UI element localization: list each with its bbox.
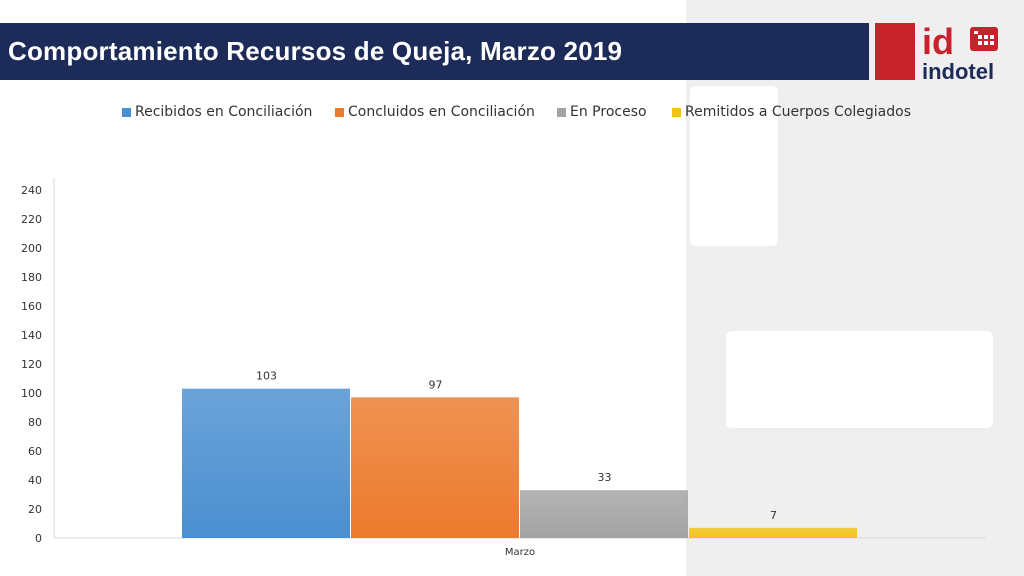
bar-chart: 0 20 40 60 80 100 120 140 160 180 200 220 240 Marzo 1… [21, 178, 986, 558]
bar [520, 490, 688, 538]
legend-swatch [122, 107, 131, 117]
legend-label: En Proceso [570, 104, 647, 120]
y-tick-label: 20 [28, 503, 42, 516]
page-title: Comportamiento Recursos de Queja, Marzo … [8, 36, 623, 66]
indotel-logo: id indotel [922, 23, 998, 83]
title-bar [0, 23, 869, 80]
bar [689, 527, 857, 538]
data-label: 7 [770, 509, 777, 522]
chart-legend: Recibidos en Conciliación Concluidos en C… [0, 104, 1024, 126]
y-tick-label: 120 [21, 358, 42, 371]
background-card [690, 86, 778, 246]
y-tick-label: 240 [21, 184, 42, 197]
logo-red-block [875, 23, 915, 80]
data-label: 33 [598, 471, 612, 484]
bar [351, 397, 519, 538]
legend-item: Recibidos en Conciliación [122, 104, 312, 120]
y-tick-label: 180 [21, 271, 42, 284]
data-label: 103 [256, 370, 277, 383]
y-tick-label: 220 [21, 213, 42, 226]
y-tick-label: 0 [35, 532, 42, 545]
y-tick-label: 100 [21, 387, 42, 400]
x-tick-label: Marzo [505, 547, 535, 558]
legend-swatch [335, 107, 344, 117]
legend-item: En Proceso [557, 104, 647, 120]
y-tick-label: 140 [21, 329, 42, 342]
y-tick-label: 160 [21, 300, 42, 313]
y-tick-label: 80 [28, 416, 42, 429]
background-card [726, 331, 993, 428]
y-tick-label: 40 [28, 474, 42, 487]
y-tick-label: 200 [21, 242, 42, 255]
logo-mark: id [922, 23, 954, 62]
legend-label: Recibidos en Conciliación [135, 104, 313, 120]
legend-label: Remitidos a Cuerpos Colegiados [685, 104, 912, 120]
legend-swatch [557, 107, 566, 117]
legend-item: Concluidos en Conciliación [335, 104, 535, 120]
bar [182, 388, 350, 538]
legend-item: Remitidos a Cuerpos Colegiados [672, 104, 911, 120]
y-tick-label: 60 [28, 445, 42, 458]
legend-swatch [672, 107, 681, 117]
legend-label: Concluidos en Conciliación [348, 104, 535, 120]
logo-brand: indotel [922, 59, 994, 83]
data-label: 97 [429, 378, 443, 391]
